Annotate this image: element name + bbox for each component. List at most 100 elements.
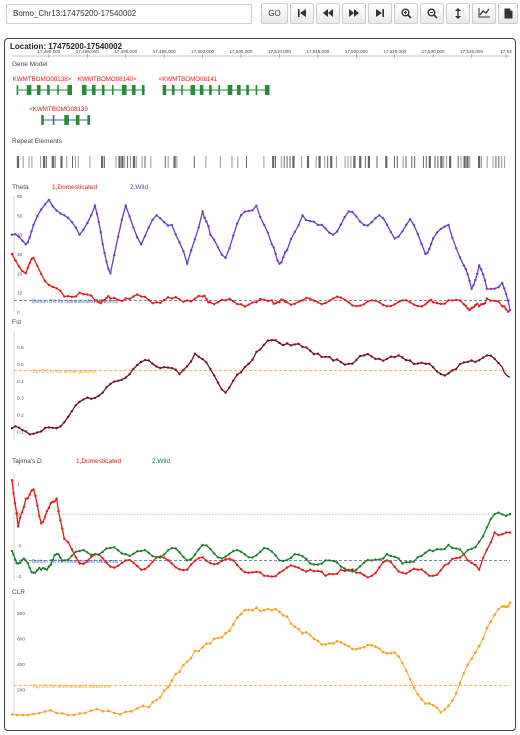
gene-exon <box>246 85 249 95</box>
data-point <box>47 426 51 429</box>
repeat-element <box>135 156 137 168</box>
data-point <box>155 556 158 559</box>
data-point <box>439 548 442 551</box>
data-point <box>43 426 47 430</box>
data-point <box>447 704 450 707</box>
data-point <box>201 556 204 559</box>
data-point <box>40 522 43 525</box>
fast-forward-button[interactable] <box>342 3 366 24</box>
data-point <box>278 341 281 345</box>
data-point <box>12 553 15 556</box>
data-point <box>382 217 385 220</box>
data-point <box>289 556 293 559</box>
data-point <box>113 296 116 300</box>
data-point <box>228 297 231 300</box>
data-point <box>61 527 64 530</box>
rewind-button[interactable] <box>316 3 340 24</box>
document-icon <box>504 8 512 19</box>
data-point <box>143 567 147 571</box>
repeat-element <box>457 156 459 168</box>
data-point <box>489 620 493 623</box>
zoom-in-button[interactable] <box>394 3 418 24</box>
data-point <box>274 607 277 611</box>
data-point <box>259 348 262 351</box>
data-point <box>293 343 296 346</box>
data-point <box>428 574 431 577</box>
go-button[interactable]: GO <box>261 3 288 24</box>
data-point <box>20 511 24 514</box>
data-point <box>101 557 104 560</box>
data-point <box>232 379 235 382</box>
data-point <box>393 651 397 654</box>
data-point <box>483 279 487 282</box>
data-point <box>259 215 262 219</box>
repeat-element <box>504 156 506 168</box>
data-point <box>280 261 283 264</box>
data-point <box>420 242 423 246</box>
repeat-element <box>31 156 33 168</box>
data-point <box>274 554 277 557</box>
repeat-element <box>492 156 494 168</box>
data-point <box>166 366 170 369</box>
data-point <box>358 220 362 223</box>
location-search-input[interactable]: Bomo_Chr13:17475200-17540002 <box>6 4 252 24</box>
data-point <box>351 304 354 307</box>
gene-exon <box>255 85 258 95</box>
data-point <box>28 261 31 265</box>
data-point <box>174 672 177 676</box>
data-point <box>332 359 335 362</box>
skip-forward-button[interactable] <box>368 3 392 24</box>
line-chart-button[interactable] <box>472 3 496 24</box>
document-button[interactable] <box>498 3 518 24</box>
x-tick-label: 17,490,000 <box>114 49 137 54</box>
data-point <box>105 386 108 389</box>
resize-vertical-button[interactable] <box>446 3 470 24</box>
data-point <box>508 512 512 516</box>
skip-back-button[interactable] <box>290 3 314 24</box>
data-point <box>236 222 239 225</box>
data-point <box>120 378 124 381</box>
data-point <box>197 226 200 229</box>
data-point <box>74 404 78 407</box>
data-point <box>370 643 374 647</box>
data-point <box>358 565 362 568</box>
data-point <box>72 713 76 717</box>
data-point <box>382 560 385 564</box>
data-point <box>247 556 250 559</box>
data-point <box>47 283 51 287</box>
data-point <box>451 557 454 561</box>
repeat-element <box>173 156 176 168</box>
data-point <box>489 354 492 357</box>
data-point <box>474 546 477 549</box>
data-point <box>451 299 454 302</box>
data-point <box>405 359 408 362</box>
zoom-out-icon <box>427 8 438 19</box>
data-point <box>209 642 212 645</box>
repeat-element <box>466 156 469 168</box>
data-point <box>10 713 14 716</box>
zoom-out-button[interactable] <box>420 3 444 24</box>
data-point <box>90 397 93 400</box>
data-point <box>40 430 43 433</box>
threshold-label: Top 5% for domesticated silkworms <box>32 684 111 690</box>
data-point <box>468 308 471 312</box>
data-point <box>320 355 323 359</box>
data-point <box>178 551 181 554</box>
data-point <box>16 713 19 717</box>
data-point <box>358 646 362 650</box>
data-point <box>370 355 373 358</box>
data-point <box>412 362 416 366</box>
repeat-element <box>353 156 356 168</box>
data-point <box>397 354 400 357</box>
y-tick-label: 30 <box>17 252 23 258</box>
repeat-element <box>301 156 303 168</box>
data-point <box>362 646 366 649</box>
data-point <box>66 713 70 717</box>
data-point <box>207 225 210 228</box>
repeat-element <box>495 156 497 168</box>
data-point <box>285 342 289 345</box>
data-point <box>232 234 235 237</box>
data-point <box>485 626 489 630</box>
data-point <box>504 514 508 518</box>
data-point <box>455 367 458 371</box>
